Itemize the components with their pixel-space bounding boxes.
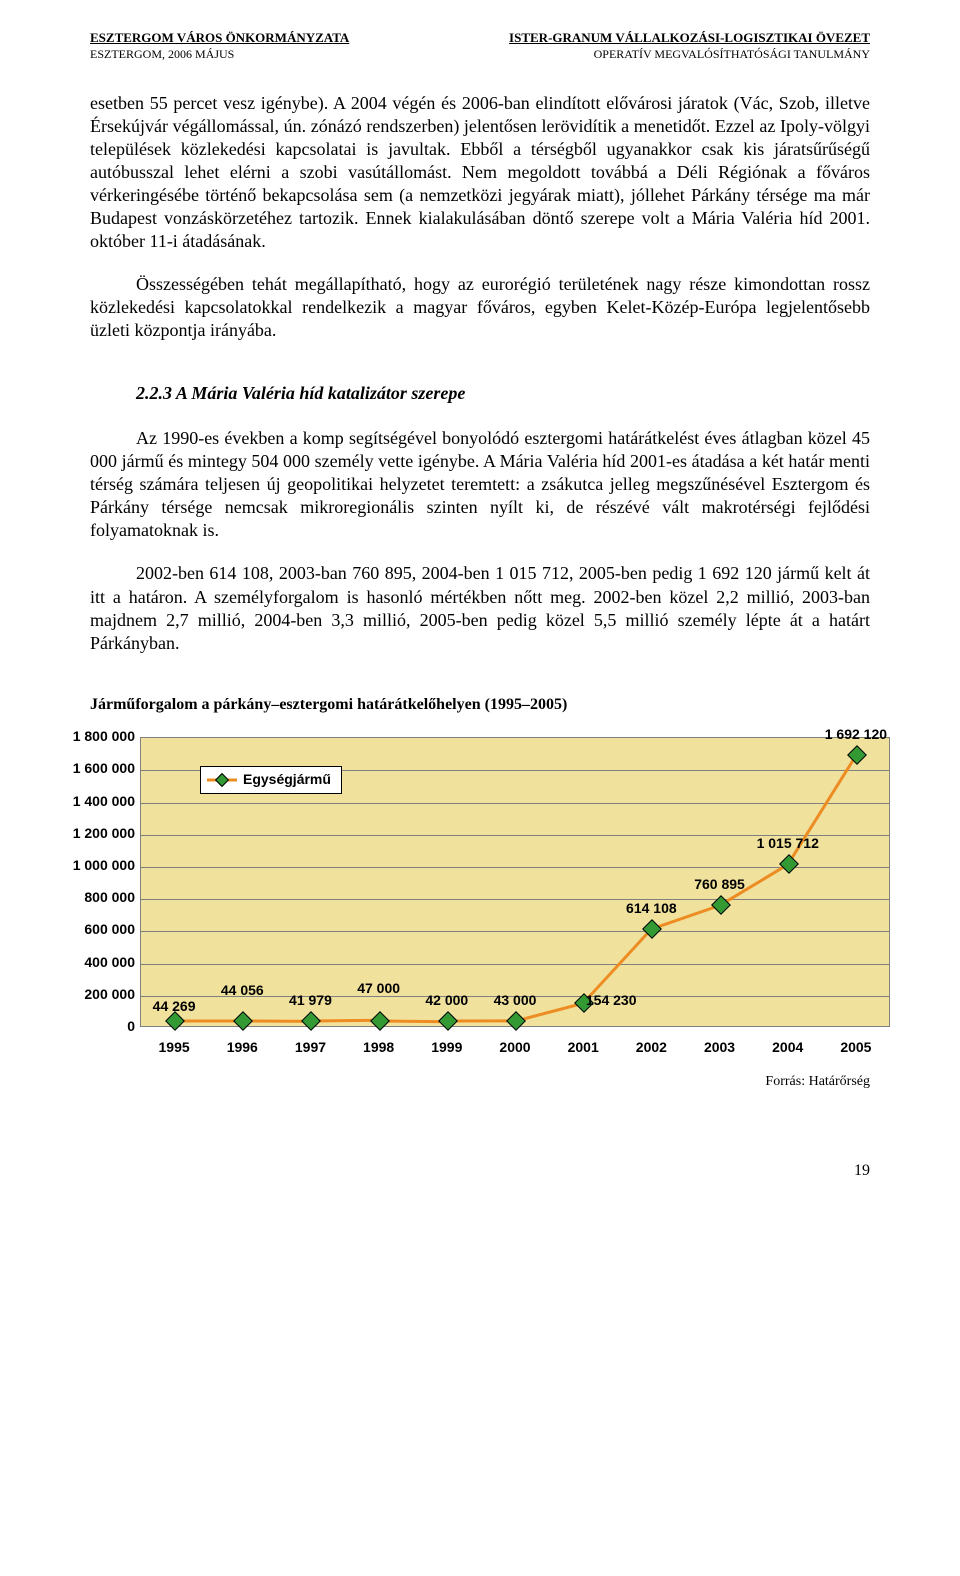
legend-diamond-icon [215, 773, 229, 787]
chart-title: Járműforgalom a párkány–esztergomi határ… [90, 695, 870, 715]
section-heading: 2.2.3 A Mária Valéria híd katalizátor sz… [136, 382, 870, 405]
chart-data-marker [233, 1011, 253, 1031]
chart-data-label: 47 000 [357, 980, 400, 998]
legend-marker [207, 773, 237, 787]
chart-data-label: 154 230 [586, 992, 637, 1010]
chart-gridline [141, 964, 889, 965]
chart-y-tick: 1 600 000 [50, 760, 135, 778]
chart-data-marker [302, 1011, 322, 1031]
paragraph-2: Összességében tehát megállapítható, hogy… [90, 273, 870, 342]
header-right-2: OPERATÍV MEGVALÓSÍTHATÓSÁGI TANULMÁNY [594, 47, 870, 62]
chart-y-tick: 800 000 [50, 889, 135, 907]
chart-gridline [141, 867, 889, 868]
chart-y-tick: 200 000 [50, 986, 135, 1004]
chart-y-tick: 1 000 000 [50, 857, 135, 875]
chart-data-marker [370, 1011, 390, 1031]
chart-data-label: 42 000 [425, 992, 468, 1010]
header-right-1: ISTER-GRANUM VÁLLALKOZÁSI-LOGISZTIKAI ÖV… [509, 30, 870, 47]
chart-data-marker [506, 1011, 526, 1031]
chart-data-label: 43 000 [494, 992, 537, 1010]
chart-gridline [141, 899, 889, 900]
chart-data-label: 1 015 712 [757, 835, 819, 853]
chart-x-tick: 2002 [636, 1039, 667, 1057]
chart-data-label: 41 979 [289, 992, 332, 1010]
chart-x-tick: 1998 [363, 1039, 394, 1057]
page-number: 19 [90, 1161, 870, 1181]
paragraph-3: Az 1990-es években a komp segítségével b… [90, 427, 870, 542]
chart-x-tick: 1999 [431, 1039, 462, 1057]
chart-gridline [141, 803, 889, 804]
chart-source: Forrás: Határőrség [90, 1073, 870, 1091]
chart-data-label: 44 056 [221, 982, 264, 1000]
chart-y-tick: 600 000 [50, 921, 135, 939]
chart-x-tick: 2003 [704, 1039, 735, 1057]
chart-x-tick: 2005 [840, 1039, 871, 1057]
chart-x-tick: 2001 [568, 1039, 599, 1057]
header-left-1: ESZTERGOM VÁROS ÖNKORMÁNYZATA [90, 30, 349, 47]
chart-x-tick: 1997 [295, 1039, 326, 1057]
legend-label: Egységjármű [243, 771, 331, 789]
chart-data-label: 1 692 120 [825, 726, 887, 744]
chart-y-tick: 0 [50, 1018, 135, 1036]
header-left-2: ESZTERGOM, 2006 MÁJUS [90, 47, 234, 62]
vehicle-traffic-chart: 0 200 000 400 000 600 000 800 000 1 000 000 1 … [50, 727, 900, 1067]
chart-y-tick: 400 000 [50, 954, 135, 972]
page-header-top: ESZTERGOM VÁROS ÖNKORMÁNYZATA ISTER-GRAN… [90, 30, 870, 47]
chart-data-marker [438, 1011, 458, 1031]
chart-gridline [141, 931, 889, 932]
chart-y-tick: 1 400 000 [50, 793, 135, 811]
chart-y-tick: 1 800 000 [50, 728, 135, 746]
chart-x-tick: 2000 [499, 1039, 530, 1057]
chart-data-label: 44 269 [153, 998, 196, 1016]
paragraph-4: 2002-ben 614 108, 2003-ban 760 895, 2004… [90, 562, 870, 654]
chart-data-label: 614 108 [626, 900, 677, 918]
chart-x-tick: 1995 [159, 1039, 190, 1057]
chart-data-label: 760 895 [694, 876, 745, 894]
chart-data-marker [779, 855, 799, 875]
chart-x-tick: 1996 [227, 1039, 258, 1057]
chart-x-tick: 2004 [772, 1039, 803, 1057]
chart-y-tick: 1 200 000 [50, 825, 135, 843]
paragraph-1: esetben 55 percet vesz igénybe). A 2004 … [90, 92, 870, 253]
chart-legend: Egységjármű [200, 766, 342, 794]
page-header-sub: ESZTERGOM, 2006 MÁJUS OPERATÍV MEGVALÓSÍ… [90, 47, 870, 62]
